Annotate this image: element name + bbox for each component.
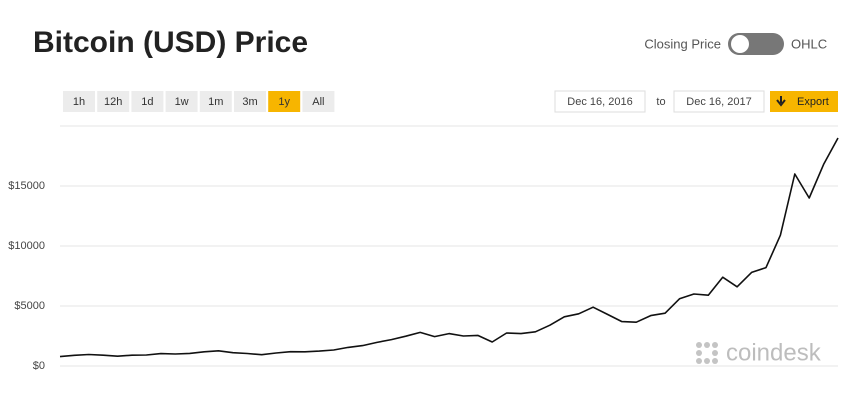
- watermark-icon: [696, 342, 718, 364]
- range-button[interactable]: [131, 91, 164, 112]
- export-label: Export: [797, 96, 829, 108]
- range-button[interactable]: [199, 91, 232, 112]
- range-button-label: 1d: [141, 96, 153, 108]
- title: Bitcoin (USD) Price: [33, 26, 308, 59]
- y-tick-label: $5000: [14, 300, 45, 312]
- toggle-knob: [729, 33, 751, 55]
- range-button[interactable]: [165, 91, 198, 112]
- range-button[interactable]: [268, 91, 301, 112]
- date-from: Dec 16, 2016: [567, 96, 632, 108]
- date-input[interactable]: [673, 90, 765, 113]
- y-tick-label: $10000: [8, 240, 45, 252]
- range-button-label: 1w: [175, 96, 189, 108]
- range-button-label: All: [312, 96, 324, 108]
- export-icon: [776, 96, 786, 107]
- range-button-label: 1h: [73, 96, 85, 108]
- y-tick-label: $0: [33, 360, 45, 372]
- range-button[interactable]: [302, 91, 335, 112]
- date-input[interactable]: [554, 90, 646, 113]
- date-to: Dec 16, 2017: [686, 96, 751, 108]
- range-button[interactable]: [63, 91, 95, 112]
- watermark: coindesk: [726, 339, 822, 366]
- price-line: [59, 137, 839, 358]
- range-button[interactable]: [97, 91, 130, 112]
- date-separator: to: [656, 96, 665, 108]
- range-button-label: 12h: [104, 96, 122, 108]
- export-button[interactable]: [770, 91, 838, 112]
- range-button-label: 1y: [278, 96, 290, 108]
- toggle-label: Closing Price: [644, 36, 721, 51]
- range-button-label: 3m: [242, 96, 257, 108]
- y-tick-label: $15000: [8, 180, 45, 192]
- toggle-label: OHLC: [791, 36, 827, 51]
- range-button[interactable]: [234, 91, 266, 112]
- range-button-label: 1m: [208, 96, 223, 108]
